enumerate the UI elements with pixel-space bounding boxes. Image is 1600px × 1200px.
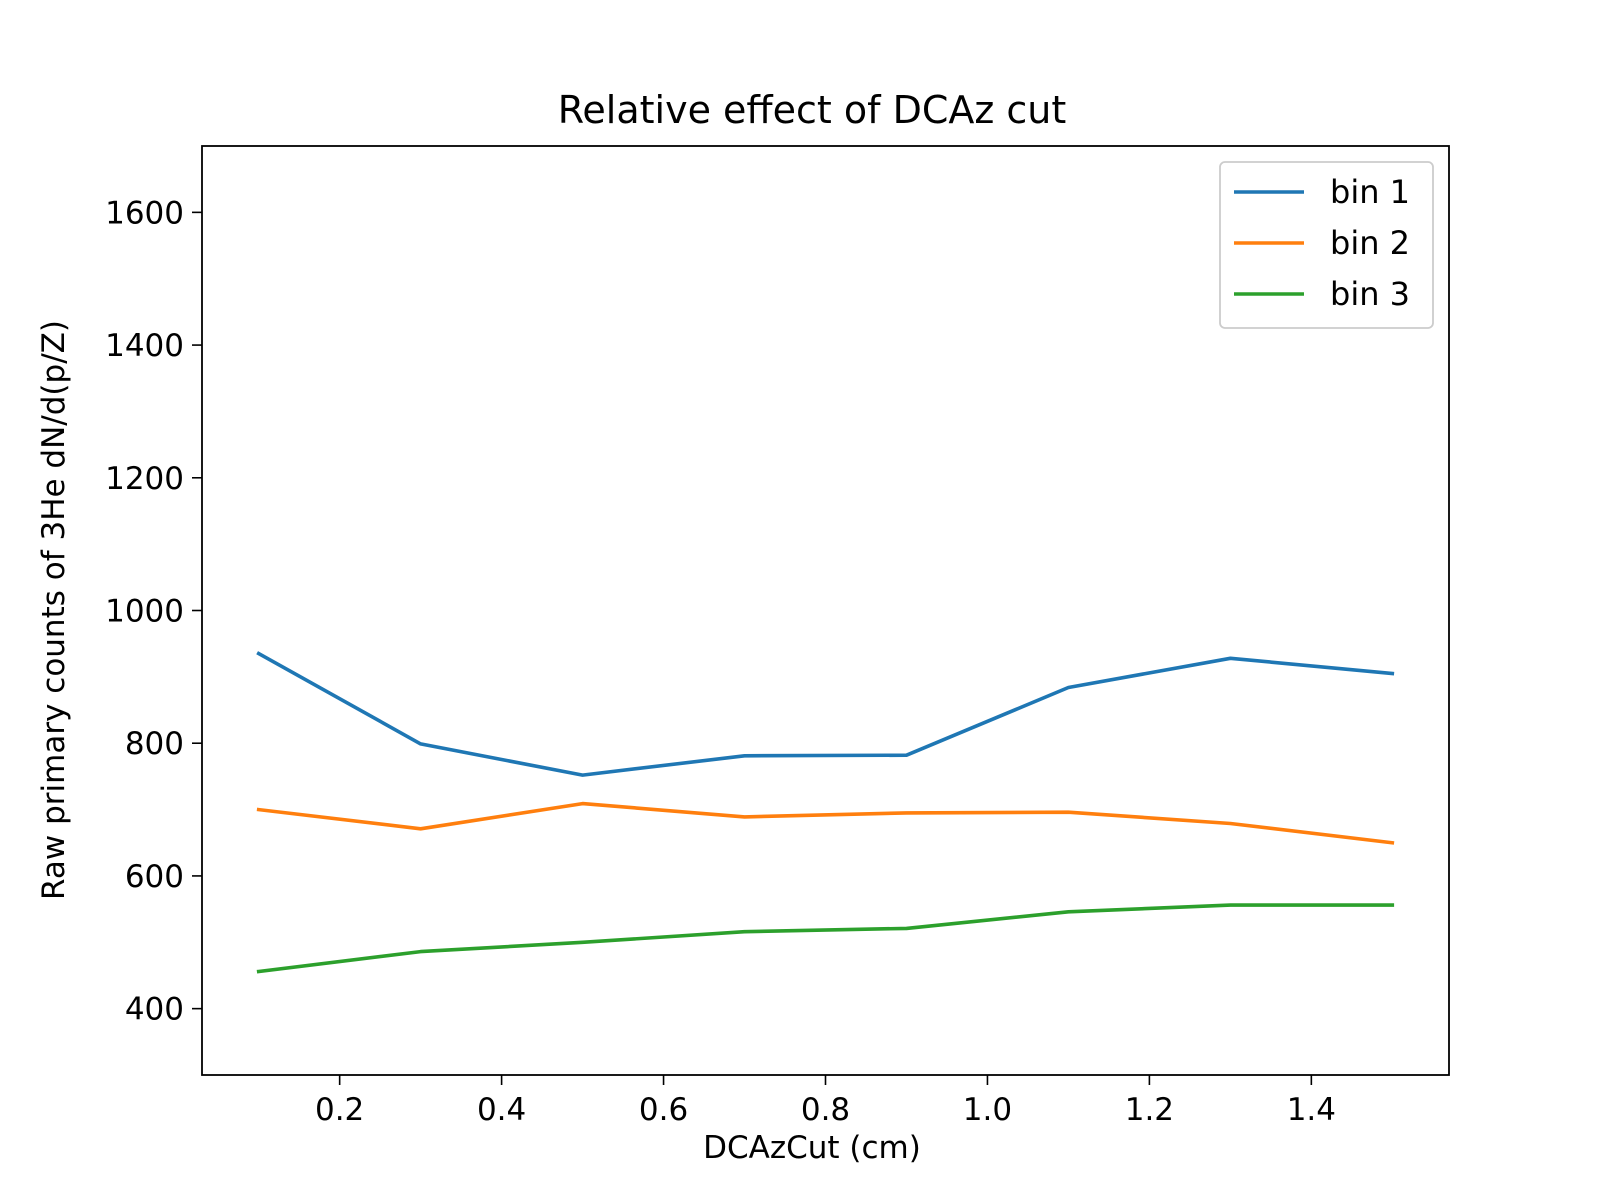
y-tick-label: 1200 [105, 461, 184, 497]
y-tick-label: 800 [125, 726, 184, 762]
y-axis: 400 600 800 1000 1200 1400 1600 [105, 195, 202, 1028]
x-tick-label: 1.0 [963, 1092, 1012, 1128]
series-line-bin-2 [256, 801, 1395, 845]
x-tick-label: 0.6 [639, 1092, 688, 1128]
series-line-bin-3 [256, 903, 1395, 974]
x-tick-label: 0.4 [477, 1092, 526, 1128]
legend-box [1219, 161, 1434, 329]
x-axis-label: DCAzCut (cm) [703, 1130, 921, 1166]
y-axis-label: Raw primary counts of 3He dN/d(p/Z) [36, 320, 72, 900]
x-tick-label: 0.8 [801, 1092, 850, 1128]
y-tick-label: 600 [125, 859, 184, 895]
plot-frame [201, 145, 1450, 1076]
legend-label-bin-3: bin 3 [1330, 275, 1410, 313]
y-tick-label: 1400 [105, 328, 184, 364]
chart-title: Relative effect of DCAz cut [558, 88, 1067, 132]
x-tick-label: 1.4 [1287, 1092, 1336, 1128]
series-lines [201, 145, 1450, 1076]
y-tick-label: 400 [125, 992, 184, 1028]
legend-label-bin-1: bin 1 [1330, 173, 1410, 211]
x-axis: 0.2 0.4 0.6 0.8 1.0 1.2 1.4 [315, 1075, 1336, 1128]
legend-label-bin-2: bin 2 [1330, 224, 1410, 262]
legend: bin 1 bin 2 bin 3 [1219, 161, 1434, 329]
x-tick-label: 0.2 [315, 1092, 364, 1128]
series-line-bin-1 [256, 651, 1395, 777]
x-tick-label: 1.2 [1125, 1092, 1174, 1128]
y-tick-label: 1600 [105, 195, 184, 231]
y-tick-label: 1000 [105, 594, 184, 630]
